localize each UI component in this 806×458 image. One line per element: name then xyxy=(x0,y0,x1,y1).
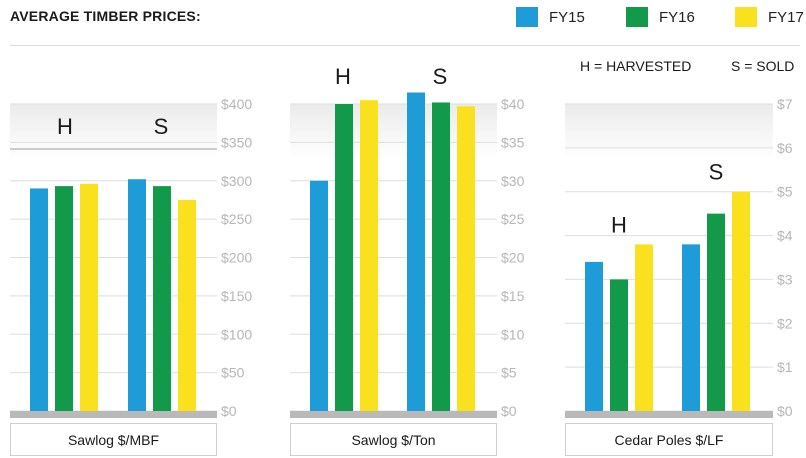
y-tick-label: $3 xyxy=(777,271,793,287)
bar-s-fy15 xyxy=(682,244,700,411)
y-tick-label: $300 xyxy=(221,173,252,189)
bar-s-fy16 xyxy=(707,213,725,411)
key-sold: S = SOLD xyxy=(731,58,795,74)
y-tick-label: $30 xyxy=(501,173,525,189)
bar-s-fy17 xyxy=(732,191,750,411)
y-tick-label: $6 xyxy=(777,140,793,156)
bar-s-fy16 xyxy=(153,186,171,411)
y-tick-label: $2 xyxy=(777,315,793,331)
bar-s-fy16 xyxy=(432,102,450,411)
legend-swatch-fy17 xyxy=(735,7,757,27)
x-label-box xyxy=(565,423,773,456)
y-tick-label: $0 xyxy=(501,403,517,419)
y-tick-label: $150 xyxy=(221,288,252,304)
y-tick-label: $5 xyxy=(777,184,793,200)
baseline xyxy=(290,411,497,418)
key-harvested: H = HARVESTED xyxy=(580,58,692,74)
x-label-box xyxy=(10,423,217,456)
bar-h-fy17 xyxy=(635,244,653,411)
y-tick-label: $20 xyxy=(501,250,525,266)
y-tick-label: $400 xyxy=(221,96,252,112)
bar-h-fy17 xyxy=(80,183,98,411)
baseline xyxy=(565,411,773,418)
baseline xyxy=(10,411,217,418)
y-tick-label: $25 xyxy=(501,211,525,227)
header-divider xyxy=(10,45,800,46)
x-axis-label: Sawlog $/MBF xyxy=(68,432,159,448)
bar-h-fy17 xyxy=(360,100,378,411)
bar-s-fy15 xyxy=(128,179,146,411)
group-label-h: H xyxy=(611,212,627,237)
group-label-s: S xyxy=(433,64,448,89)
y-tick-label: $200 xyxy=(221,250,252,266)
x-axis-label: Cedar Poles $/LF xyxy=(615,432,724,448)
legend-label-fy15: FY15 xyxy=(549,8,585,26)
bar-s-fy15 xyxy=(407,92,425,412)
bar-h-fy15 xyxy=(310,180,328,411)
x-label-box xyxy=(290,423,497,456)
y-tick-label: $35 xyxy=(501,134,525,150)
chart-panel-2: $0 $5 $10 $15 $20 $25 $30 $35 $40 H S Sawlog $/Ton xyxy=(290,64,525,456)
bar-h-fy16 xyxy=(55,186,73,411)
y-tick-label: $4 xyxy=(777,228,793,244)
y-tick-label: $10 xyxy=(501,326,525,342)
legend-label-fy16: FY16 xyxy=(659,8,695,26)
legend-label-fy17: FY17 xyxy=(768,8,804,26)
y-tick-label: $50 xyxy=(221,365,245,381)
y-tick-label: $0 xyxy=(777,403,793,419)
y-tick-label: $15 xyxy=(501,288,525,304)
group-label-s: S xyxy=(709,160,724,185)
x-axis-label: Sawlog $/Ton xyxy=(351,432,435,448)
bar-h-fy16 xyxy=(610,279,628,411)
y-tick-label: $5 xyxy=(501,365,517,381)
legend-swatch-fy15 xyxy=(516,7,538,27)
bar-h-fy15 xyxy=(585,261,603,411)
bar-h-fy16 xyxy=(335,104,353,411)
chart-panel-3: $0 $1 $2 $3 $4 $5 $6 $7 H S Cedar Poles $/LF xyxy=(565,96,793,456)
legend-item-fy15: FY15 xyxy=(516,7,585,27)
y-tick-label: $40 xyxy=(501,96,525,112)
y-tick-label: $1 xyxy=(777,359,793,375)
chart-panel-1: $0 $50 $100 $150 $200 $250 $300 $350 $400 H S Sawlo… xyxy=(10,96,252,456)
legend-item-fy17: FY17 xyxy=(735,7,804,27)
legend-item-fy16: FY16 xyxy=(626,7,695,27)
bar-h-fy15 xyxy=(30,188,48,411)
bar-s-fy17 xyxy=(178,199,196,411)
y-tick-label: $0 xyxy=(221,403,237,419)
legend-swatch-fy16 xyxy=(626,7,648,27)
group-label-h: H xyxy=(57,114,73,139)
y-tick-label: $100 xyxy=(221,326,252,342)
y-tick-label: $7 xyxy=(777,96,793,112)
y-tick-label: $350 xyxy=(221,134,252,150)
chart-heading: AVERAGE TIMBER PRICES: xyxy=(10,8,201,24)
group-label-h: H xyxy=(335,64,351,89)
bar-s-fy17 xyxy=(457,106,475,412)
group-label-s: S xyxy=(154,114,169,139)
y-tick-label: $250 xyxy=(221,211,252,227)
